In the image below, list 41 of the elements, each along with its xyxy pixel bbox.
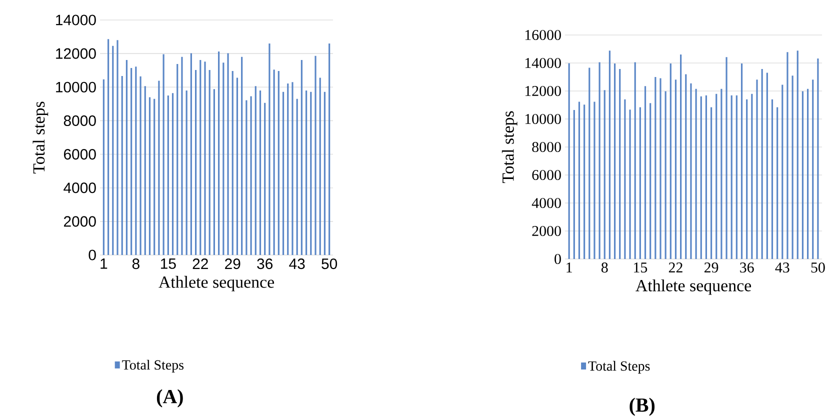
x-tick-label: 15 bbox=[634, 262, 648, 272]
x-tick-label: 29 bbox=[225, 258, 240, 269]
y-tick-label: 8000 bbox=[532, 142, 561, 152]
legend-label: Total Steps bbox=[588, 360, 650, 374]
x-tick-label: 1 bbox=[100, 258, 108, 269]
text: (A) bbox=[156, 389, 183, 408]
y-tick-label: 0 bbox=[88, 250, 96, 260]
y-tick-label: 16000 bbox=[525, 30, 561, 40]
x-tick-label: 50 bbox=[322, 258, 338, 269]
y-tick-label: 12000 bbox=[56, 48, 96, 59]
x-tick-label: 8 bbox=[601, 262, 608, 272]
y-tick-label: 12000 bbox=[525, 86, 561, 96]
y-tick-label: 10000 bbox=[525, 114, 561, 124]
y-axis-title: Total steps bbox=[502, 111, 518, 183]
y-tick-label: 8000 bbox=[64, 115, 96, 126]
x-tick-label: 36 bbox=[257, 258, 273, 269]
text: (B) bbox=[630, 398, 655, 416]
x-tick-label: 43 bbox=[775, 262, 790, 272]
y-tick-label: 6000 bbox=[64, 148, 96, 160]
y-tick-label: 4000 bbox=[64, 182, 96, 194]
x-tick-label: 36 bbox=[740, 262, 754, 272]
x-tick-label: 50 bbox=[811, 262, 825, 272]
y-tick-label: 4000 bbox=[532, 198, 561, 208]
y-tick-label: 6000 bbox=[532, 170, 561, 180]
x-tick-label: 1 bbox=[566, 262, 572, 272]
legend-label: Total Steps bbox=[122, 360, 184, 372]
y-tick-label: 14000 bbox=[525, 58, 561, 68]
x-tick-label: 29 bbox=[704, 262, 718, 272]
x-tick-label: 22 bbox=[192, 258, 208, 269]
x-tick-label: 43 bbox=[289, 258, 305, 269]
y-axis-title: Total steps bbox=[32, 102, 48, 174]
x-axis-title: Athlete sequence bbox=[158, 276, 274, 292]
x-tick-label: 22 bbox=[668, 262, 682, 272]
x-axis-title: Athlete sequence bbox=[636, 279, 752, 295]
x-tick-label: 15 bbox=[160, 258, 176, 269]
y-tick-label: 2000 bbox=[64, 216, 96, 227]
y-tick-label: 14000 bbox=[56, 14, 96, 26]
y-tick-label: 0 bbox=[554, 254, 561, 264]
y-tick-label: 2000 bbox=[532, 226, 561, 236]
y-tick-label: 10000 bbox=[56, 82, 96, 92]
x-tick-label: 8 bbox=[132, 258, 140, 269]
